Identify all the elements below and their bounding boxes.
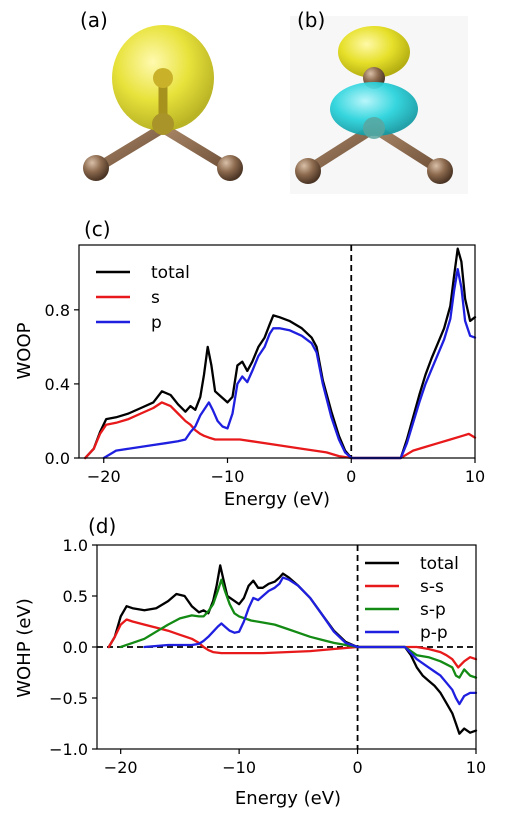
chart-d: (d) −20 −10 0 10 −1.0 −0.5 0.0 0.5 1.0 Energy (…	[14, 514, 486, 809]
molecule-a-right-atom	[217, 155, 243, 181]
chart-d-y-tick-label: −1.0	[49, 740, 88, 759]
chart-d-plot	[97, 545, 476, 749]
panel-label-d: (d)	[88, 514, 116, 538]
chart-c-legend-label: s	[151, 288, 160, 308]
molecule-panel-b: (b)	[290, 8, 468, 194]
molecule-a-top-atom	[153, 68, 173, 88]
chart-c-x-ticks: −20 −10 0 10	[87, 458, 485, 486]
chart-c-x-axis-label: Energy (eV)	[224, 489, 330, 510]
chart-d-x-tick-label: 0	[352, 758, 362, 777]
chart-c-y-tick-label: 0.4	[45, 375, 70, 394]
chart-d-x-tick-label: −20	[104, 758, 138, 777]
molecule-b-center-atom	[363, 117, 385, 139]
chart-c-x-tick-label: 0	[346, 467, 356, 486]
molecule-a-center-atom	[152, 113, 174, 135]
chart-c-frame	[79, 245, 475, 458]
molecule-a-left-atom	[83, 155, 109, 181]
chart-d-y-tick-label: −0.5	[49, 689, 88, 708]
chart-d-y-tick-label: 1.0	[63, 536, 88, 555]
chart-c-y-axis-label: WOOP	[14, 322, 35, 379]
chart-d-legend: total s-s s-p p-p	[365, 554, 459, 643]
chart-d-legend-label: s-s	[420, 577, 444, 597]
chart-c-series-total	[85, 249, 475, 458]
chart-c: (c) −20 −10 0 10 0.0 0.4 0.8 Energy (eV) WOOP…	[14, 217, 485, 510]
panel-label-c: (c)	[84, 217, 111, 241]
chart-c-y-tick-label: 0.8	[45, 301, 70, 320]
chart-c-legend-label: p	[151, 313, 162, 333]
chart-c-x-tick-label: 10	[465, 467, 485, 486]
chart-c-x-tick-label: −20	[87, 467, 121, 486]
chart-d-x-tick-label: 10	[466, 758, 486, 777]
molecule-b-left-atom	[295, 158, 321, 184]
panel-label-a: (a)	[80, 8, 108, 32]
chart-d-y-axis-label: WOHP (eV)	[14, 598, 35, 698]
chart-c-x-tick-label: −10	[211, 467, 245, 486]
chart-d-y-ticks: −1.0 −0.5 0.0 0.5 1.0	[49, 536, 97, 759]
chart-c-plot	[85, 245, 475, 458]
chart-d-legend-label: s-p	[420, 600, 446, 620]
panel-label-b: (b)	[297, 8, 325, 32]
chart-d-x-ticks: −20 −10 0 10	[104, 749, 486, 777]
chart-d-x-axis-label: Energy (eV)	[235, 788, 341, 809]
chart-c-y-tick-label: 0.0	[45, 449, 70, 468]
chart-d-legend-label: p-p	[420, 623, 448, 643]
molecule-b-right-atom	[427, 158, 453, 184]
chart-d-x-tick-label: −10	[222, 758, 256, 777]
molecule-panel-a: (a)	[80, 8, 243, 181]
chart-c-y-ticks: 0.0 0.4 0.8	[45, 301, 79, 468]
chart-d-y-tick-label: 0.0	[63, 638, 88, 657]
chart-c-legend-label: total	[151, 263, 190, 283]
chart-d-legend-label: total	[420, 554, 459, 574]
chart-c-legend: total sp	[96, 263, 190, 333]
chart-d-y-tick-label: 0.5	[63, 587, 88, 606]
